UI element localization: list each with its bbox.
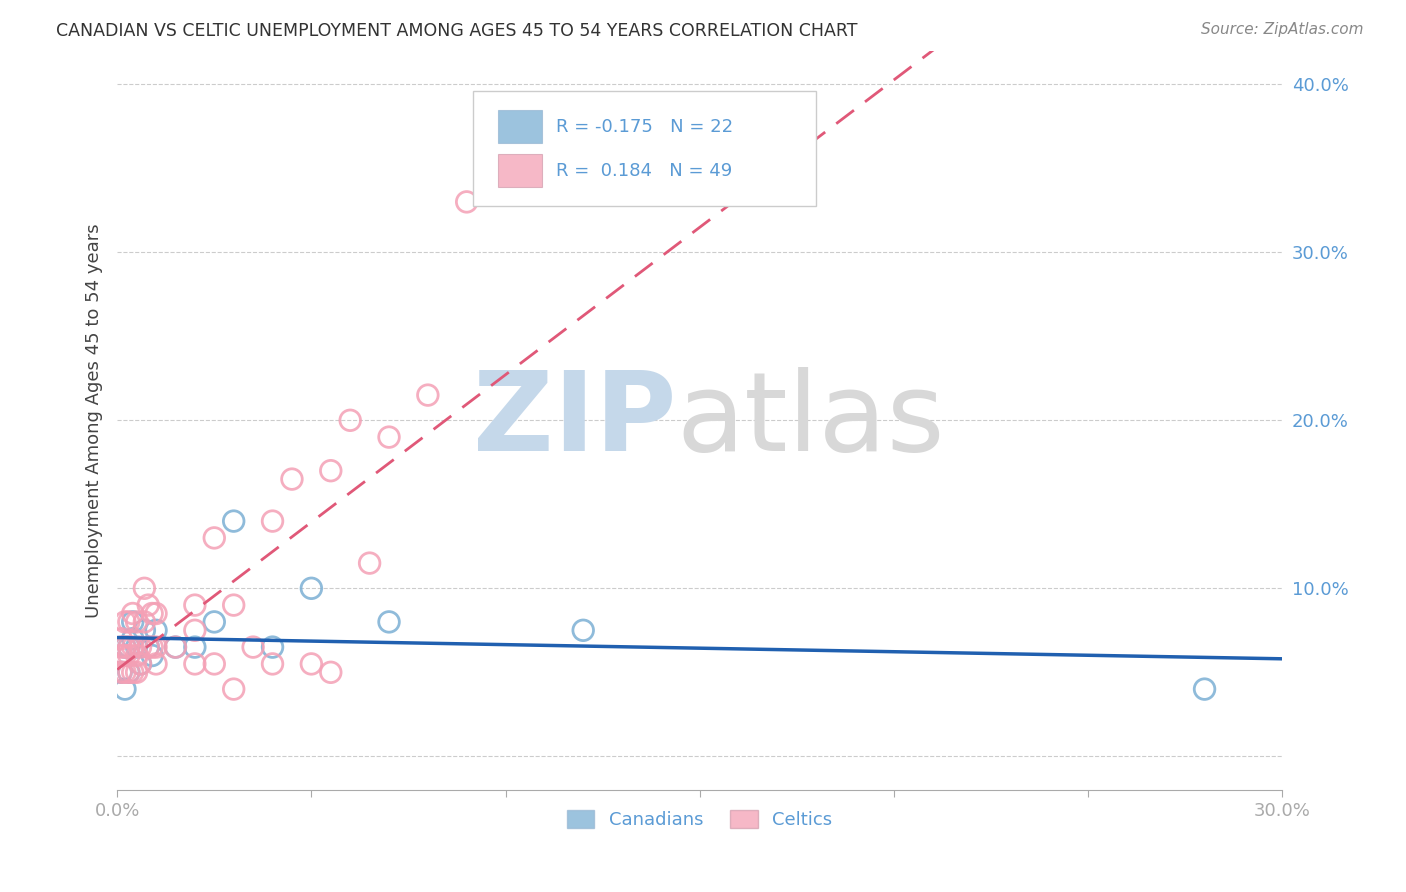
Y-axis label: Unemployment Among Ages 45 to 54 years: Unemployment Among Ages 45 to 54 years xyxy=(86,223,103,617)
Point xyxy=(165,640,187,654)
Point xyxy=(184,640,207,654)
Point xyxy=(114,648,136,663)
Point xyxy=(129,657,152,671)
Point xyxy=(136,640,159,654)
Point xyxy=(299,657,322,671)
Point xyxy=(125,648,148,663)
Point xyxy=(125,640,148,654)
Text: R = -0.175   N = 22: R = -0.175 N = 22 xyxy=(557,118,734,136)
Point xyxy=(121,640,143,654)
Point xyxy=(1194,682,1216,697)
Point xyxy=(222,598,245,612)
Point xyxy=(262,514,284,528)
Point xyxy=(134,582,156,596)
Text: R =  0.184   N = 49: R = 0.184 N = 49 xyxy=(557,161,733,179)
Point xyxy=(319,464,342,478)
Point xyxy=(202,615,225,629)
Point xyxy=(165,640,187,654)
Point xyxy=(299,582,322,596)
Point xyxy=(184,598,207,612)
Point xyxy=(110,640,132,654)
Point xyxy=(202,657,225,671)
Point xyxy=(145,640,167,654)
Point xyxy=(145,657,167,671)
Point xyxy=(129,657,152,671)
Text: CANADIAN VS CELTIC UNEMPLOYMENT AMONG AGES 45 TO 54 YEARS CORRELATION CHART: CANADIAN VS CELTIC UNEMPLOYMENT AMONG AG… xyxy=(56,22,858,40)
Point xyxy=(118,665,141,680)
Point xyxy=(136,640,159,654)
Point xyxy=(110,665,132,680)
Point xyxy=(121,665,143,680)
Point xyxy=(262,657,284,671)
Point xyxy=(114,640,136,654)
Point xyxy=(339,413,361,427)
Point xyxy=(456,194,478,209)
Point xyxy=(118,615,141,629)
Point xyxy=(125,665,148,680)
FancyBboxPatch shape xyxy=(498,111,543,143)
Point xyxy=(184,624,207,638)
Point xyxy=(110,648,132,663)
Point xyxy=(378,615,401,629)
Point xyxy=(281,472,304,486)
Point xyxy=(202,531,225,545)
Point xyxy=(262,640,284,654)
Point xyxy=(141,648,163,663)
Point xyxy=(242,640,264,654)
Point xyxy=(319,665,342,680)
Point xyxy=(416,388,439,402)
Point xyxy=(118,648,141,663)
Point xyxy=(114,640,136,654)
Point xyxy=(118,640,141,654)
Point xyxy=(136,598,159,612)
Point xyxy=(359,556,381,570)
Point xyxy=(141,607,163,621)
Point xyxy=(110,632,132,646)
Point xyxy=(118,640,141,654)
Point xyxy=(114,615,136,629)
Text: atlas: atlas xyxy=(676,367,945,474)
Point xyxy=(121,632,143,646)
Point xyxy=(118,665,141,680)
Point xyxy=(110,665,132,680)
Point xyxy=(141,640,163,654)
Point xyxy=(121,615,143,629)
Point xyxy=(134,615,156,629)
FancyBboxPatch shape xyxy=(472,91,817,206)
Point xyxy=(121,607,143,621)
Point xyxy=(125,615,148,629)
Point xyxy=(378,430,401,444)
Point xyxy=(114,682,136,697)
Point xyxy=(134,624,156,638)
Point xyxy=(572,624,595,638)
Text: ZIP: ZIP xyxy=(472,367,676,474)
Point xyxy=(129,640,152,654)
Point xyxy=(145,624,167,638)
Legend: Canadians, Celtics: Canadians, Celtics xyxy=(560,803,839,837)
Point xyxy=(222,682,245,697)
Point xyxy=(145,607,167,621)
FancyBboxPatch shape xyxy=(498,154,543,186)
Point xyxy=(222,514,245,528)
Text: Source: ZipAtlas.com: Source: ZipAtlas.com xyxy=(1201,22,1364,37)
Point xyxy=(114,665,136,680)
Point xyxy=(184,657,207,671)
